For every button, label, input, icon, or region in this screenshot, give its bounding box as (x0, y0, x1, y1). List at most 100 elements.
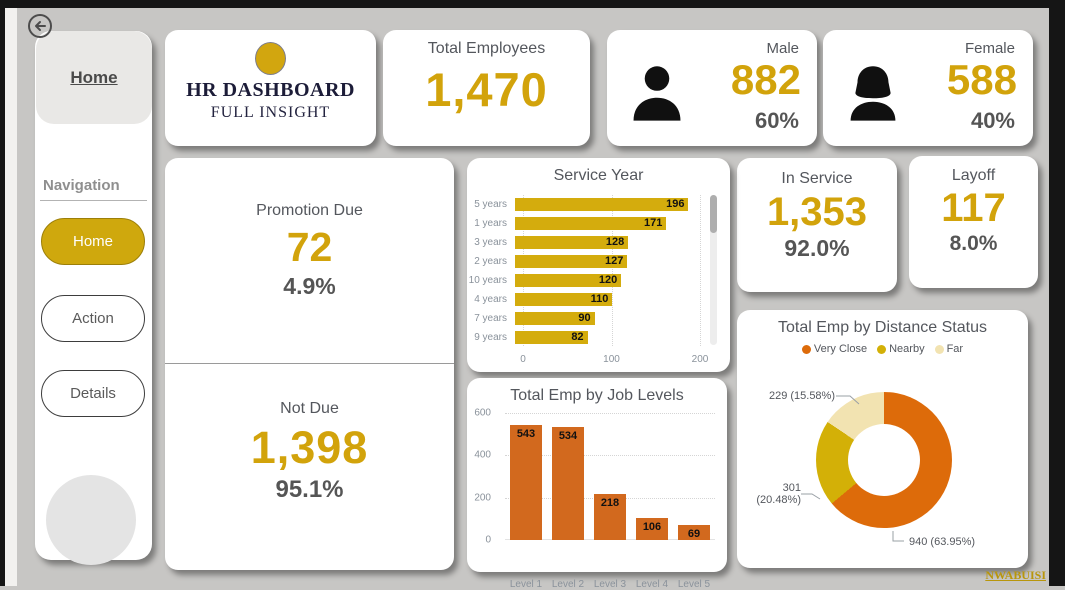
female-label: Female (964, 40, 1015, 57)
category-label: 3 years (474, 237, 507, 248)
category-label: 1 years (474, 218, 507, 229)
window-frame-top (0, 0, 1065, 8)
bar[interactable]: 127 (515, 255, 628, 268)
bar-value-label: 69 (687, 528, 701, 541)
bar-value-label: 110 (590, 293, 609, 305)
back-button[interactable] (27, 13, 53, 39)
layoff-label: Layoff (951, 167, 996, 184)
bar[interactable]: 90 (515, 312, 595, 325)
donut-legend: Very Close Nearby Far (737, 343, 1028, 355)
bar-row-1-years: 1 years 171 (467, 214, 667, 233)
dashboard-subtitle: FULL INSIGHT (210, 104, 331, 121)
navigation-label: Navigation (40, 177, 147, 201)
gridline (505, 413, 715, 414)
bar-level-1[interactable]: 543 (510, 425, 542, 540)
promotion-due-value: 72 (286, 224, 333, 270)
bar-value-label: 196 (666, 198, 685, 210)
nav-pill-action[interactable]: Action (41, 295, 145, 342)
female-value: 588 (946, 56, 1017, 103)
donut-hole (848, 424, 920, 496)
legend-label: Very Close (813, 343, 868, 355)
category-label: 5 years (474, 199, 507, 210)
dashboard-title: HR DASHBOARD (186, 79, 355, 101)
bar-row-2-years: 2 years 127 (467, 252, 628, 271)
x-tick: 200 (691, 354, 709, 365)
distance-status-title: Total Emp by Distance Status (778, 319, 987, 336)
job-levels-chart-card: Total Emp by Job Levels 0 200 400 600 543 Lev… (467, 378, 727, 590)
nav-pill-details[interactable]: Details (41, 370, 145, 417)
bar-level-5[interactable]: 69 (678, 525, 710, 540)
category-label: 9 years (474, 332, 507, 343)
legend-item-nearby[interactable]: Nearby (877, 343, 925, 355)
y-tick: 0 (485, 534, 491, 546)
legend-dot (934, 344, 944, 354)
bar-level-2[interactable]: 534 (552, 426, 584, 540)
window-frame-left (0, 0, 5, 586)
layoff-card: Layoff 117 8.0% (909, 156, 1038, 288)
legend-dot (801, 344, 811, 354)
gridline (611, 195, 613, 346)
donut-chart[interactable] (816, 392, 952, 528)
divider (165, 363, 454, 364)
distance-status-chart-card: Total Emp by Distance Status Very Close N… (737, 310, 1028, 568)
male-icon (633, 66, 681, 121)
female-icon (850, 66, 896, 121)
bar-row-10-years: 10 years 120 (467, 271, 622, 290)
in-service-label: In Service (781, 170, 853, 187)
job-levels-title: Total Emp by Job Levels (510, 387, 684, 404)
nav-pill-home[interactable]: Home (41, 218, 145, 265)
bar-level-3[interactable]: 218 (594, 493, 626, 540)
sidebar-home-tile[interactable]: Home (36, 31, 152, 124)
service-year-chart-card: Service Year 5 years 196 1 years 171 3 years… (467, 158, 730, 372)
female-pct: 40% (970, 108, 1015, 133)
bar-row-5-years: 5 years 196 (467, 195, 689, 214)
bar[interactable]: 196 (515, 198, 689, 211)
y-tick: 400 (474, 449, 491, 461)
callout-nearby: 301 (20.48%) (756, 482, 801, 506)
bar-value-label: 218 (600, 496, 620, 509)
layoff-pct: 8.0% (949, 232, 998, 255)
bar[interactable]: 82 (515, 331, 588, 344)
legend-label: Far (946, 343, 964, 355)
callout-far: 229 (15.58%) (768, 390, 835, 402)
legend-item-far[interactable]: Far (934, 343, 964, 355)
not-due-section: Not Due 1,398 95.1% (165, 364, 454, 570)
bar[interactable]: 171 (515, 217, 667, 230)
bar-level-4[interactable]: 106 (636, 517, 668, 540)
in-service-value: 1,353 (766, 190, 868, 234)
not-due-label: Not Due (280, 400, 339, 417)
category-label: 7 years (474, 313, 507, 324)
in-service-pct: 92.0% (784, 235, 850, 261)
scrollbar-track[interactable] (710, 195, 717, 345)
y-tick: 600 (474, 407, 491, 419)
bar[interactable]: 110 (515, 293, 613, 306)
promotion-due-label: Promotion Due (256, 202, 363, 219)
bar-row-4-years: 4 years 110 (467, 290, 613, 309)
service-year-title: Service Year (553, 167, 644, 184)
bar-value-label: 106 (642, 520, 662, 533)
category-label: Level 3 (593, 579, 627, 590)
hr-dashboard-card: HR DASHBOARD FULL INSIGHT (165, 30, 376, 146)
gridline (700, 195, 701, 346)
scrollbar-thumb[interactable] (710, 195, 717, 233)
bar-row-3-years: 3 years 128 (467, 233, 629, 252)
left-margin-strip (5, 8, 17, 586)
layoff-value: 117 (941, 186, 1006, 230)
bar-row-7-years: 7 years 90 (467, 309, 595, 328)
window-frame-right (1049, 0, 1065, 586)
bar[interactable]: 128 (515, 236, 629, 249)
bar[interactable]: 120 (515, 274, 622, 287)
x-tick: 100 (603, 354, 620, 365)
bar-value-label: 82 (571, 331, 584, 343)
watermark-author: NWABUISI (985, 568, 1046, 582)
gridline (505, 455, 715, 457)
callout-very-close: 940 (63.95%) (909, 536, 976, 548)
category-label: Level 4 (635, 579, 669, 590)
home-link[interactable]: Home (70, 67, 118, 87)
service-year-plot: 5 years 196 1 years 171 3 years 128 2 years 127… (467, 192, 730, 348)
legend-item-very-close[interactable]: Very Close (801, 343, 868, 355)
not-due-pct: 95.1% (275, 476, 344, 503)
bar-row-9-years: 9 years 82 (467, 328, 588, 347)
category-label: 2 years (474, 256, 507, 267)
category-label: 10 years (468, 275, 507, 286)
